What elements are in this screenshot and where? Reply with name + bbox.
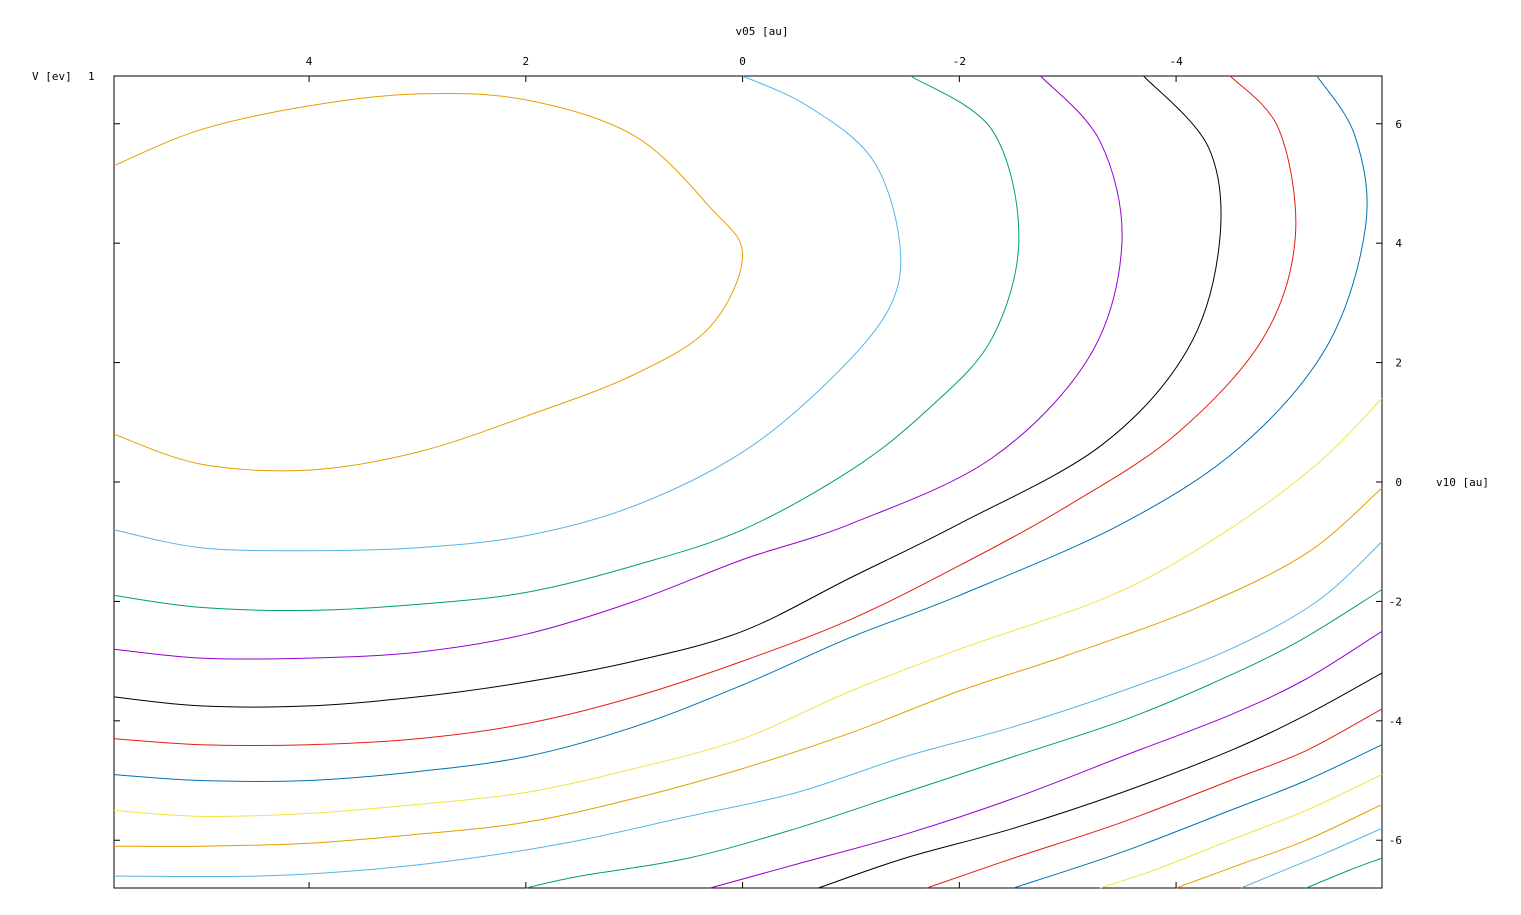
contour-line-15	[1013, 744, 1383, 889]
x-tick-label-3: 0	[739, 55, 746, 68]
x-axis-title: v05 [au]	[736, 25, 789, 38]
x-tick-label-2: 2	[523, 55, 530, 68]
contour-line-6	[113, 75, 1297, 746]
contour-line-8	[113, 398, 1383, 817]
contour-line-16	[1100, 774, 1383, 889]
x-tick-label-4: -2	[953, 55, 966, 68]
y-tick-label-6: -4	[1389, 715, 1403, 728]
y-tick-label-1: 6	[1395, 118, 1402, 131]
contour-line-9	[113, 487, 1383, 847]
contour-line-1	[113, 92, 744, 472]
z-axis-title: V [ev]	[32, 70, 72, 83]
contour-line-3	[113, 75, 1020, 612]
contour-line-5	[113, 75, 1222, 708]
y-tick-label-4: 0	[1395, 476, 1402, 489]
y-tick-label-5: -2	[1389, 595, 1402, 608]
contour-line-18	[1240, 827, 1383, 889]
y-axis-ticks: 6 4 2 0 -2 -4 -6	[114, 118, 1402, 847]
z-axis-extra-label: 1	[88, 70, 95, 83]
contour-line-11	[525, 589, 1383, 889]
contour-line-12	[709, 630, 1383, 889]
contour-line-4	[113, 75, 1123, 660]
y-tick-label-7: -6	[1389, 834, 1402, 847]
x-axis-ticks: 4 2 0 -2 -4	[306, 55, 1183, 888]
contour-line-13	[818, 672, 1383, 889]
x-tick-label-5: -4	[1169, 55, 1183, 68]
x-tick-label-1: 4	[306, 55, 313, 68]
contour-line-17	[1175, 803, 1383, 889]
y-axis-title: v10 [au]	[1436, 476, 1489, 489]
contour-line-2	[113, 75, 902, 552]
y-tick-label-2: 4	[1395, 237, 1402, 250]
contour-line-19	[1305, 857, 1383, 889]
contour-line-14	[926, 708, 1383, 889]
y-tick-label-3: 2	[1395, 357, 1402, 370]
contour-line-10	[113, 541, 1383, 878]
contour-line-7	[113, 75, 1368, 782]
contour-lines	[113, 75, 1383, 889]
